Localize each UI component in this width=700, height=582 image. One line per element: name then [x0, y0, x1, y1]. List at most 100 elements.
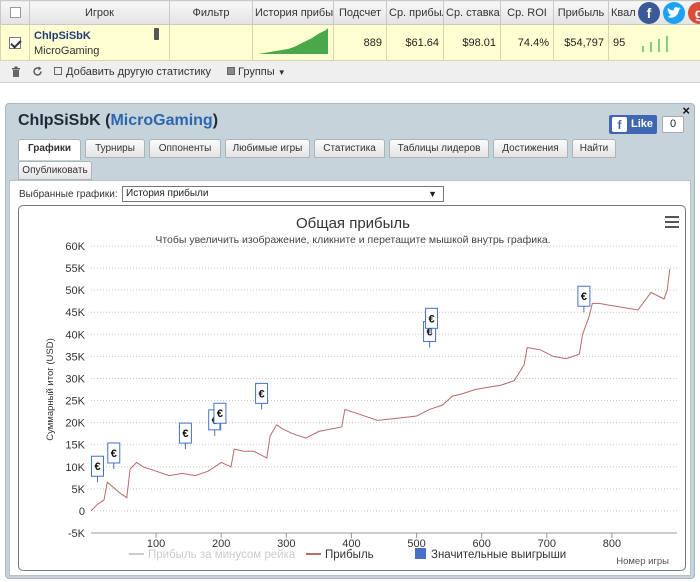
profit-cell: $54,797 — [553, 24, 609, 61]
twitter-share-icon[interactable] — [663, 2, 685, 24]
header-player[interactable]: Игрок — [29, 0, 170, 25]
table-toolbar: Добавить другую статистику Группы ▼ — [0, 61, 700, 83]
like-count: 0 — [662, 116, 684, 133]
y-tick-label: 45K — [65, 307, 85, 319]
y-tick-label: 0 — [79, 506, 85, 518]
header-profit-history[interactable]: История прибыли — [252, 0, 334, 25]
player-panel: ChIpSiSbK (MicroGaming) × f Like 0 Графи… — [5, 103, 695, 579]
y-tick-label: 5K — [72, 484, 86, 496]
y-tick-label: 15K — [65, 440, 85, 452]
player-cell[interactable]: ChIpSiSbK MicroGaming — [29, 24, 170, 61]
chart-svg[interactable]: Общая прибыль Чтобы увеличить изображение… — [19, 206, 686, 571]
avg-profit-cell: $61.64 — [386, 24, 444, 61]
big-win-flag — [577, 285, 591, 307]
sparkline-area — [258, 28, 328, 54]
header-avg-stake[interactable]: Ср. ставка — [443, 0, 501, 25]
x-tick-label: 700 — [538, 538, 556, 550]
add-stats-icon[interactable] — [54, 66, 62, 78]
row-select[interactable] — [0, 24, 30, 61]
close-icon[interactable]: × — [682, 103, 690, 118]
tab-charts[interactable]: Графики — [18, 139, 81, 160]
player-name-link[interactable]: ChIpSiSbK — [34, 29, 91, 42]
big-win-flag-label: € — [428, 313, 434, 325]
qual-cell: 95 — [608, 24, 700, 61]
tab-search[interactable]: Найти — [572, 139, 616, 158]
chart-container[interactable]: Общая прибыль Чтобы увеличить изображение… — [18, 205, 686, 571]
trash-icon[interactable] — [11, 66, 21, 80]
refresh-icon[interactable] — [32, 66, 43, 80]
add-stats-button[interactable]: Добавить другую статистику — [66, 66, 211, 78]
facebook-share-icon[interactable]: f — [638, 2, 660, 24]
tab-leaderboards[interactable]: Таблицы лидеров — [389, 139, 489, 158]
player-network: MicroGaming — [34, 44, 100, 57]
big-win-flag — [107, 442, 121, 464]
count-cell: 889 — [333, 24, 387, 61]
header-filter[interactable]: Фильтр — [169, 0, 253, 25]
y-tick-label: 10K — [65, 462, 85, 474]
tab-opponents[interactable]: Оппоненты — [149, 139, 221, 158]
tab-achievements[interactable]: Достижения — [493, 139, 568, 158]
sparkline — [258, 28, 328, 54]
chart-title: Общая прибыль — [296, 215, 410, 232]
x-axis-label: Номер игры — [616, 556, 669, 567]
chevron-down-icon: ▼ — [277, 68, 286, 77]
header-count[interactable]: Подсчет — [333, 0, 387, 25]
table-row[interactable]: ChIpSiSbK MicroGaming 889 $61.64 $98.01 … — [0, 24, 700, 61]
legend-item-label: Значительные выигрыши — [431, 549, 566, 561]
y-tick-label: 60K — [65, 241, 85, 253]
tab-tournaments[interactable]: Турниры — [85, 139, 145, 158]
big-win-flag — [425, 307, 439, 329]
groups-dropdown[interactable]: Группы ▼ — [238, 66, 286, 78]
y-tick-label: 50K — [65, 285, 85, 297]
select-all-checkbox[interactable] — [9, 7, 21, 19]
big-win-flag-label: € — [217, 408, 223, 420]
dropdown-arrow-icon: ▼ — [428, 189, 437, 199]
big-win-flag-label: € — [581, 291, 587, 303]
y-tick-label: 55K — [65, 263, 85, 275]
big-win-flag-label: € — [259, 388, 265, 400]
qual-bars — [642, 35, 669, 52]
big-win-flag — [91, 455, 105, 477]
tab-publish[interactable]: Опубликовать — [18, 161, 92, 180]
groups-icon[interactable] — [227, 66, 235, 78]
x-tick-label: 300 — [277, 538, 295, 550]
title-player: ChIpSiSbK — [18, 112, 101, 129]
big-win-flag-label: € — [427, 327, 433, 339]
header-avg-roi[interactable]: Ср. ROI — [500, 0, 554, 25]
header-select-all[interactable] — [0, 0, 30, 25]
y-tick-label: 25K — [65, 396, 85, 408]
stats-table: Игрок Фильтр История прибыли Подсчет Ср.… — [0, 0, 700, 61]
big-win-flag — [213, 402, 227, 424]
groups-label: Группы — [238, 66, 275, 78]
big-win-flag — [255, 382, 269, 404]
y-tick-label: 35K — [65, 351, 85, 363]
facebook-like-button[interactable]: f Like — [609, 115, 657, 134]
big-win-flag-label: € — [94, 461, 100, 473]
hamburger-menu-icon[interactable] — [665, 216, 679, 228]
filter-cell — [169, 24, 253, 61]
tab-content: Выбранные графики: История прибыли ▼ Общ… — [9, 180, 691, 576]
chart-select-value: История прибыли — [126, 188, 209, 199]
chart-select[interactable]: История прибыли ▼ — [122, 186, 444, 202]
tab-favorite-games[interactable]: Любимые игры — [225, 139, 310, 158]
x-tick-label: 600 — [472, 538, 490, 550]
big-win-flag — [178, 422, 192, 444]
x-tick-label: 400 — [342, 538, 360, 550]
tab-statistics[interactable]: Статистика — [314, 139, 385, 158]
avg-roi-cell: 74.4% — [500, 24, 554, 61]
lock-icon — [154, 28, 159, 40]
x-tick-label: 100 — [147, 538, 165, 550]
header-profit[interactable]: Прибыль — [553, 0, 609, 25]
google-share-icon[interactable]: g — [688, 2, 700, 24]
title-site-link[interactable]: MicroGaming — [110, 112, 213, 129]
page-title: ChIpSiSbK (MicroGaming) — [18, 112, 219, 129]
bird-icon — [667, 7, 681, 18]
x-tick-label: 500 — [407, 538, 425, 550]
legend-item-label: Прибыль — [325, 549, 374, 561]
row-checkbox[interactable] — [9, 36, 21, 49]
header-avg-profit[interactable]: Ср. прибыль — [386, 0, 444, 25]
profit-series-line — [90, 268, 671, 512]
avg-stake-cell: $98.01 — [443, 24, 501, 61]
x-tick-label: 800 — [603, 538, 621, 550]
profit-history-cell — [252, 24, 334, 61]
